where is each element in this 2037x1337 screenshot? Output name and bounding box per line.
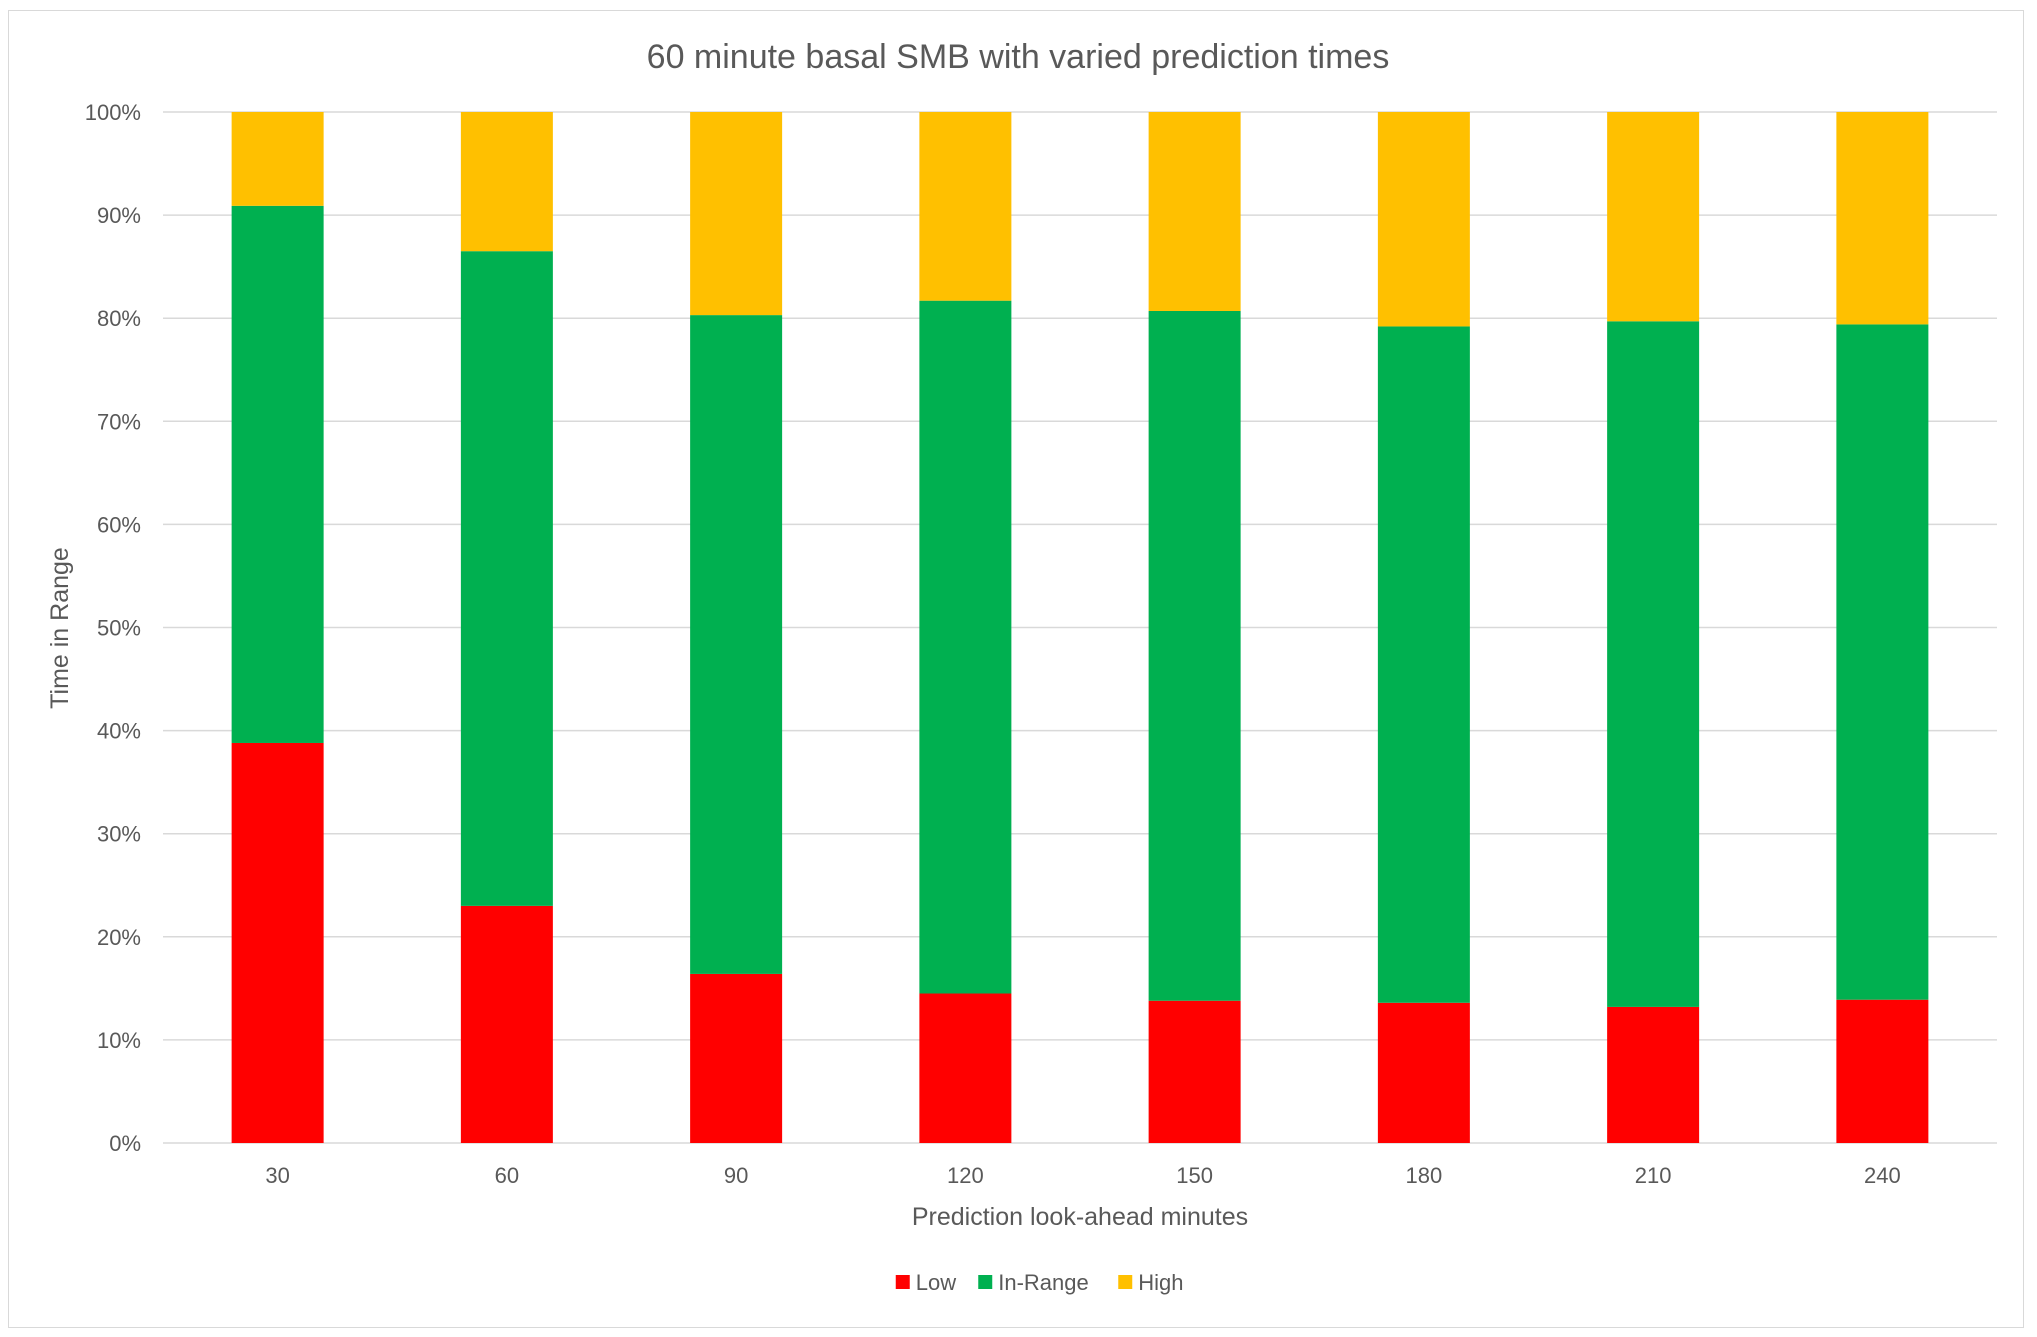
x-tick-label: 30 <box>265 1163 289 1188</box>
y-tick-label: 60% <box>97 512 141 537</box>
x-tick-label: 150 <box>1176 1163 1213 1188</box>
bar-high-210 <box>1607 112 1700 322</box>
gridlines <box>163 111 1997 1144</box>
bar-in-range-150 <box>1148 310 1241 1001</box>
bar-high-240 <box>1836 112 1929 325</box>
x-tick-label: 120 <box>947 1163 984 1188</box>
bar-in-range-60 <box>460 251 553 906</box>
bar-low-240 <box>1836 999 1929 1143</box>
x-tick-label: 90 <box>724 1163 748 1188</box>
bars <box>231 112 1929 1143</box>
y-tick-label: 10% <box>97 1028 141 1053</box>
y-tick-label: 40% <box>97 719 141 744</box>
y-axis-ticks: 0% 10% 20% 30% 40% 50% 60% 70% 80% 90% 100% <box>85 100 141 1156</box>
bar-low-150 <box>1148 1000 1241 1143</box>
legend-swatch-low <box>895 1275 910 1289</box>
y-tick-label: 100% <box>85 100 141 125</box>
legend: Low In-Range High <box>895 1270 1184 1295</box>
chart-title: 60 minute basal SMB with varied predicti… <box>647 38 1390 76</box>
x-tick-label: 60 <box>495 1163 519 1188</box>
y-tick-label: 0% <box>109 1131 141 1156</box>
y-tick-label: 70% <box>97 409 141 434</box>
legend-label-in-range: In-Range <box>998 1270 1089 1295</box>
legend-swatch-high <box>1118 1275 1133 1289</box>
bar-high-60 <box>460 112 553 252</box>
y-tick-label: 30% <box>97 822 141 847</box>
bar-low-60 <box>460 905 553 1143</box>
y-tick-label: 50% <box>97 616 141 641</box>
bar-high-180 <box>1377 112 1470 327</box>
x-tick-label: 180 <box>1406 1163 1443 1188</box>
bar-in-range-120 <box>919 300 1012 994</box>
bar-in-range-240 <box>1836 324 1929 1000</box>
legend-swatch-in-range <box>978 1275 993 1289</box>
x-axis-ticks: 30 60 90 120 150 180 210 240 <box>265 1163 1900 1188</box>
x-tick-label: 210 <box>1635 1163 1672 1188</box>
bar-in-range-180 <box>1377 326 1470 1003</box>
legend-label-low: Low <box>916 1270 956 1295</box>
y-tick-label: 90% <box>97 203 141 228</box>
bar-low-90 <box>690 973 783 1143</box>
x-axis-title: Prediction look-ahead minutes <box>912 1203 1248 1231</box>
y-axis-title: Time in Range <box>46 547 74 709</box>
bar-high-120 <box>919 112 1012 301</box>
x-tick-label: 240 <box>1864 1163 1901 1188</box>
bar-low-210 <box>1607 1006 1700 1143</box>
bar-low-180 <box>1377 1002 1470 1143</box>
bar-in-range-30 <box>231 205 324 743</box>
bar-high-30 <box>231 112 324 206</box>
bar-high-90 <box>690 112 783 316</box>
bar-low-30 <box>231 742 324 1143</box>
legend-label-high: High <box>1138 1270 1183 1295</box>
bar-low-120 <box>919 993 1012 1143</box>
bar-in-range-210 <box>1607 321 1700 1007</box>
y-tick-label: 80% <box>97 306 141 331</box>
bar-high-150 <box>1148 112 1241 311</box>
y-tick-label: 20% <box>97 925 141 950</box>
bar-in-range-90 <box>690 315 783 974</box>
